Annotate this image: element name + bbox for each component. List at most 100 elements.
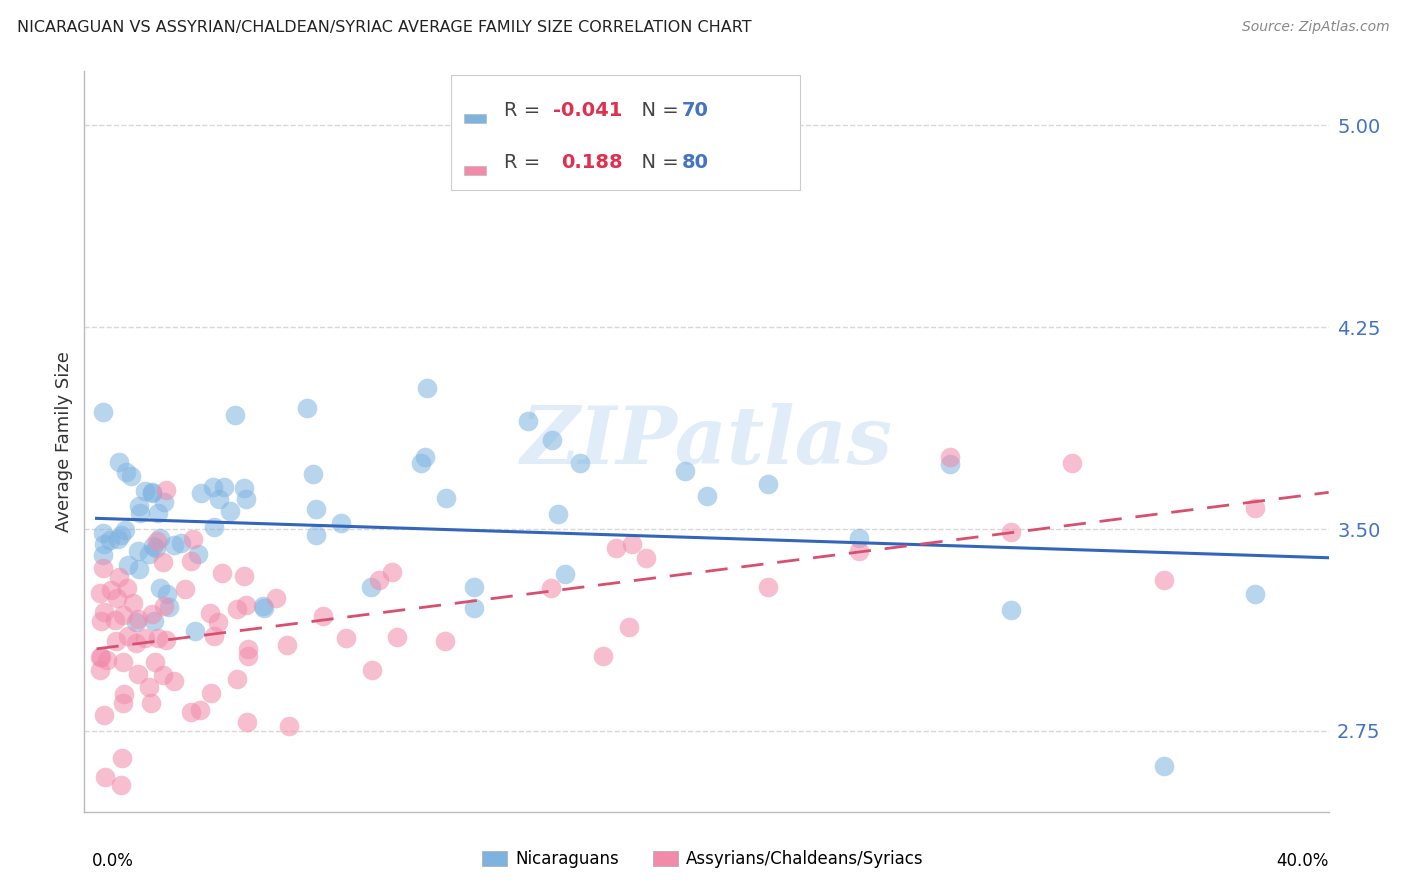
Point — [1244, 587, 1267, 601]
Legend: Nicaraguans, Assyrians/Chaldeans/Syriacs: Nicaraguans, Assyrians/Chaldeans/Syriacs — [475, 844, 931, 875]
Point — [211, 566, 233, 580]
Point — [112, 697, 135, 711]
Point — [939, 457, 962, 471]
Point — [696, 489, 718, 503]
Point — [381, 565, 404, 579]
Point — [93, 548, 115, 562]
Point — [236, 641, 259, 656]
Point — [127, 666, 149, 681]
Point — [117, 558, 139, 572]
Point — [188, 703, 211, 717]
Point — [433, 633, 456, 648]
Point — [143, 614, 166, 628]
Point — [200, 606, 222, 620]
Point — [148, 506, 170, 520]
Point — [120, 469, 142, 483]
Point — [149, 531, 172, 545]
Point — [617, 620, 640, 634]
Point — [163, 674, 186, 689]
Point — [226, 672, 249, 686]
Point — [463, 580, 485, 594]
Point — [224, 408, 246, 422]
Point — [235, 598, 257, 612]
Point — [302, 467, 325, 481]
FancyBboxPatch shape — [451, 75, 800, 190]
Point — [149, 581, 172, 595]
Point — [1000, 603, 1022, 617]
Point — [212, 480, 235, 494]
Point — [155, 633, 177, 648]
Point — [264, 591, 287, 605]
Point — [89, 663, 111, 677]
Point — [673, 464, 696, 478]
Point — [156, 587, 179, 601]
Point — [127, 612, 149, 626]
Point — [208, 492, 231, 507]
Point — [540, 581, 562, 595]
Point — [129, 506, 152, 520]
Point — [94, 770, 117, 784]
Point — [138, 547, 160, 561]
Point — [143, 655, 166, 669]
Point — [107, 455, 129, 469]
Text: Source: ZipAtlas.com: Source: ZipAtlas.com — [1241, 20, 1389, 34]
Point — [540, 434, 562, 448]
Point — [1062, 456, 1084, 470]
Point — [360, 663, 382, 677]
Point — [128, 562, 150, 576]
Point — [305, 502, 328, 516]
Point — [621, 537, 644, 551]
Point — [141, 486, 163, 500]
Text: 0.188: 0.188 — [561, 153, 623, 172]
Point — [547, 508, 569, 522]
Point — [100, 582, 122, 597]
Point — [305, 528, 328, 542]
Point — [153, 495, 176, 509]
Point — [138, 680, 160, 694]
Point — [569, 456, 592, 470]
Point — [112, 655, 135, 669]
Point — [1153, 573, 1175, 587]
FancyBboxPatch shape — [464, 114, 486, 123]
Point — [295, 401, 318, 416]
Point — [107, 532, 129, 546]
Point — [238, 649, 260, 664]
Point — [96, 653, 118, 667]
Point — [112, 687, 135, 701]
Point — [141, 696, 163, 710]
Point — [114, 523, 136, 537]
Point — [413, 450, 436, 464]
Point — [110, 751, 132, 765]
Point — [463, 601, 485, 615]
Point — [201, 480, 224, 494]
Point — [105, 591, 128, 605]
Point — [89, 586, 111, 600]
Text: N =: N = — [630, 101, 685, 120]
Point — [152, 555, 174, 569]
Point — [848, 531, 870, 545]
Text: NICARAGUAN VS ASSYRIAN/CHALDEAN/SYRIAC AVERAGE FAMILY SIZE CORRELATION CHART: NICARAGUAN VS ASSYRIAN/CHALDEAN/SYRIAC A… — [17, 20, 751, 35]
Point — [312, 608, 335, 623]
Point — [183, 624, 205, 639]
Point — [115, 581, 138, 595]
Point — [157, 599, 180, 614]
Point — [93, 537, 115, 551]
Point — [200, 686, 222, 700]
Point — [335, 631, 357, 645]
Point — [252, 599, 274, 613]
Point — [225, 602, 247, 616]
Point — [134, 483, 156, 498]
Point — [187, 547, 209, 561]
Point — [278, 719, 301, 733]
Point — [93, 605, 115, 619]
Point — [219, 504, 242, 518]
Point — [605, 541, 627, 556]
Point — [145, 541, 167, 556]
Point — [104, 613, 127, 627]
Point — [202, 520, 225, 534]
Text: 0.0%: 0.0% — [91, 852, 134, 870]
Point — [98, 533, 121, 548]
Point — [181, 533, 204, 547]
Point — [385, 630, 408, 644]
Point — [134, 632, 156, 646]
